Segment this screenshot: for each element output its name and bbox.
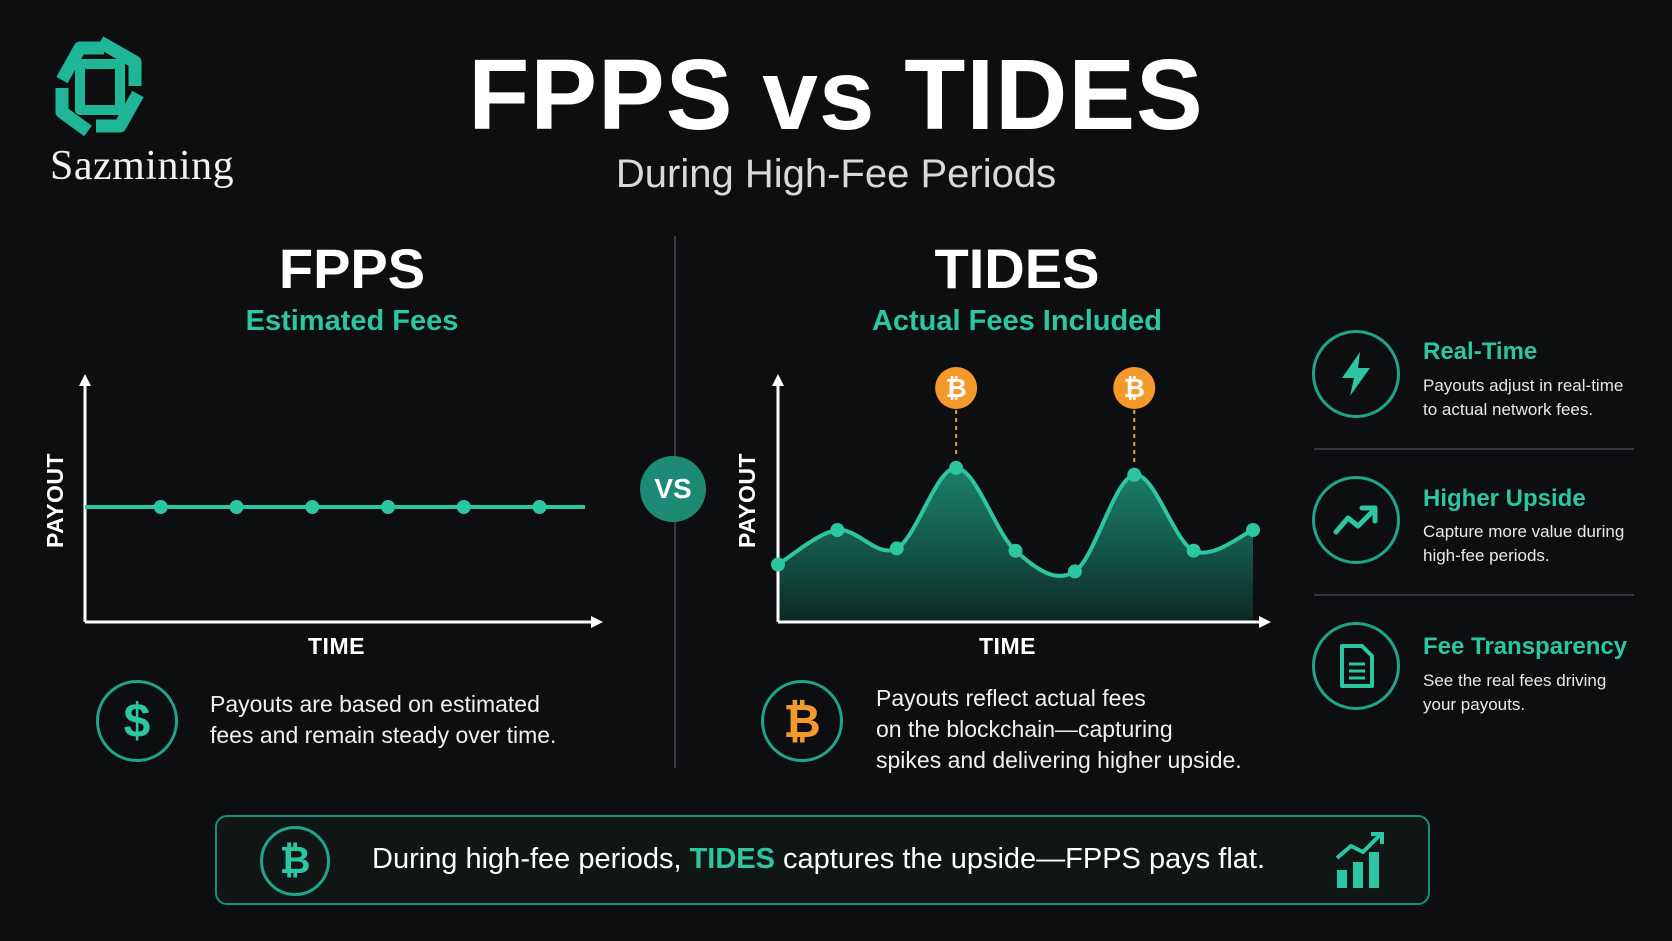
feature-title-fee-transparency: Fee Transparency (1423, 633, 1628, 660)
feature-desc-line: Payouts adjust in real-time (1423, 376, 1624, 395)
x-axis-arrow (1259, 616, 1271, 628)
sazmining-logo-icon (55, 36, 144, 137)
bitcoin-icon (935, 367, 978, 409)
tides-chart: ₿ ₿ (771, 367, 1271, 628)
banner-text-after: captures the upside—FPPS pays flat. (774, 843, 1266, 875)
feature-desc-higher-upside: Capture more value during high-fee perio… (1423, 520, 1624, 568)
fpps-x-axis-label: TIME (308, 633, 365, 659)
fpps-subtitle: Estimated Fees (245, 305, 459, 337)
feature-desc-fee-transparency: See the real fees driving your payouts. (1423, 669, 1606, 717)
tides-y-axis-label: PAYOUT (734, 452, 760, 548)
feature-desc-real-time: Payouts adjust in real-time to actual ne… (1423, 374, 1623, 422)
tides-data-point (1067, 564, 1082, 579)
tides-data-point (1127, 467, 1142, 482)
feature-separator (1314, 448, 1634, 450)
dollar-icon: $ (96, 680, 178, 762)
fpps-chart (79, 374, 603, 628)
feature-desc-line: Capture more value during (1423, 522, 1625, 541)
fpps-description-line-1: Payouts are based on estimated (210, 691, 540, 717)
document-icon (1312, 622, 1400, 710)
tides-data-point (889, 541, 904, 556)
banner-highlight: TIDES (689, 843, 775, 875)
y-axis-arrow (772, 374, 784, 386)
fpps-data-point (381, 500, 396, 514)
tides-x-axis-label: TIME (979, 633, 1036, 659)
fpps-description: Payouts are based on estimated fees and … (210, 689, 556, 751)
feature-desc-line: your payouts. (1423, 695, 1526, 714)
feature-desc-line: See the real fees driving (1423, 671, 1607, 690)
tides-data-point (1246, 523, 1260, 537)
trend-up-icon (1312, 476, 1400, 564)
feature-separator (1314, 594, 1634, 596)
banner-bitcoin-icon: ₿ (260, 826, 330, 896)
tides-data-point (1186, 543, 1201, 558)
fpps-data-point (456, 500, 471, 514)
annotation-label: ₿ (1124, 374, 1145, 404)
fpps-description-line-2: fees and remain steady over time. (210, 722, 557, 748)
page-subtitle: During High-Fee Periods (615, 152, 1057, 196)
page-title: FPPS vs TIDES (468, 39, 1204, 151)
tides-description-line-1: Payouts reflect actual fees (876, 685, 1146, 711)
fpps-data-point (229, 500, 244, 514)
y-axis-arrow (79, 374, 91, 386)
fpps-y-axis-label: PAYOUT (42, 452, 68, 548)
tides-subtitle: Actual Fees Included (871, 305, 1163, 337)
feature-title-real-time: Real-Time (1423, 338, 1538, 365)
summary-banner (215, 815, 1430, 905)
feature-desc-line: to actual network fees. (1423, 400, 1594, 419)
tides-description-line-3: spikes and delivering higher upside. (876, 747, 1242, 773)
tides-data-point (1008, 543, 1023, 558)
fpps-data-point (153, 500, 168, 514)
fpps-data-point (305, 500, 320, 514)
tides-data-point (830, 523, 845, 537)
annotation-label: ₿ (946, 374, 967, 404)
bitcoin-icon (1113, 367, 1156, 409)
brand-name: Sazmining (50, 143, 235, 189)
feature-desc-line: high-fee periods. (1423, 546, 1550, 565)
tides-data-point (771, 557, 785, 572)
x-axis-arrow (591, 616, 603, 628)
tides-data-point (949, 460, 964, 475)
bar-chart-growth-icon (1335, 832, 1384, 888)
tides-description-line-2: on the blockchain—capturing (876, 716, 1173, 742)
tides-description: Payouts reflect actual fees on the block… (876, 683, 1242, 776)
tides-area-fill (778, 467, 1253, 622)
fpps-title: FPPS (278, 237, 426, 300)
fpps-data-point (532, 500, 547, 514)
lightning-icon (1312, 330, 1400, 418)
feature-title-higher-upside: Higher Upside (1423, 485, 1586, 512)
banner-text-before: During high-fee periods, (372, 843, 690, 875)
vs-badge: VS (640, 456, 706, 522)
banner-text: During high-fee periods, TIDES captures … (372, 843, 1265, 876)
bitcoin-icon: ₿ (761, 680, 843, 762)
tides-title: TIDES (934, 237, 1100, 300)
